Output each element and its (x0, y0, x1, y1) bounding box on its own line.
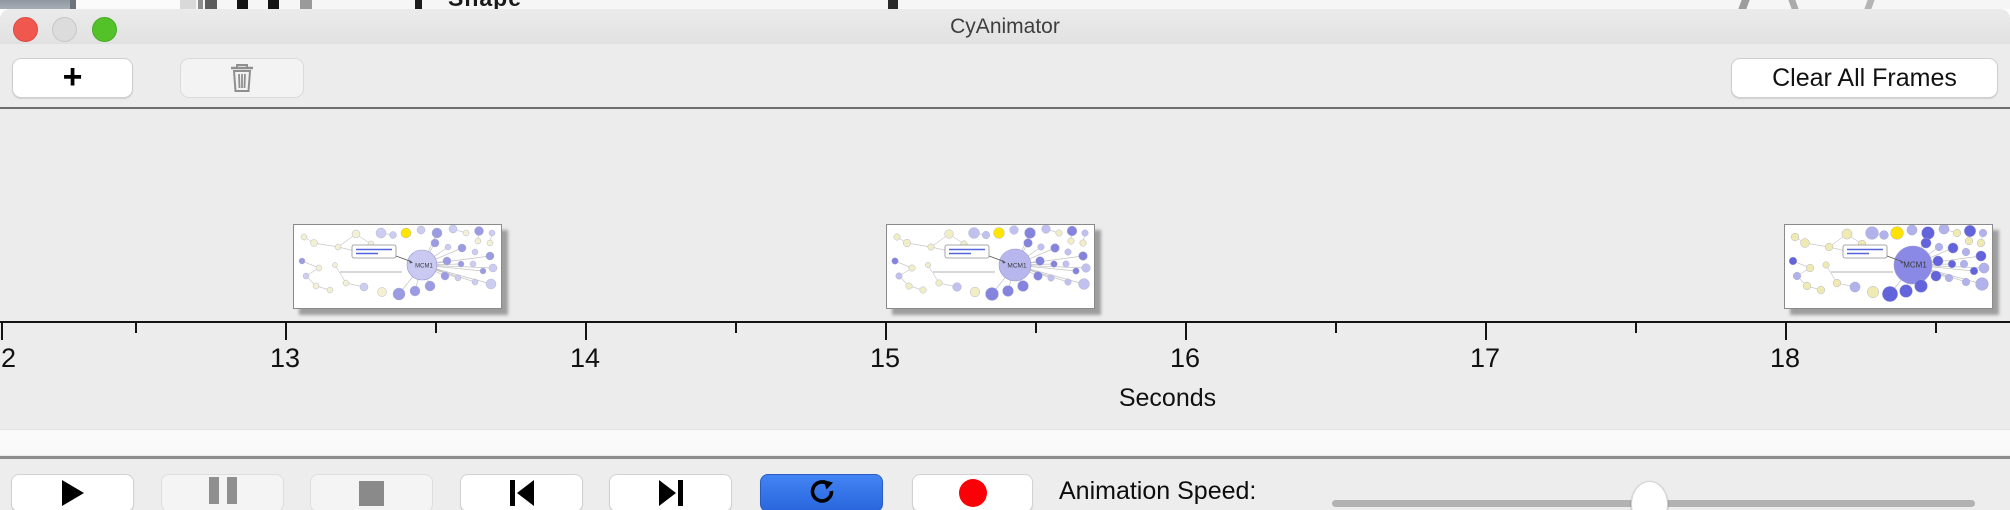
frame-network-preview: MCM1 (1788, 225, 1990, 302)
zoom-button[interactable] (92, 17, 117, 42)
background-window-fragment (888, 0, 898, 9)
axis-tick-label: 16 (1169, 343, 1201, 373)
skip-to-end-button[interactable] (609, 474, 732, 510)
transport-separator (0, 456, 2010, 459)
background-window-fragment (180, 0, 196, 9)
toolbar-separator (0, 107, 2010, 109)
axis-tick-minor (1635, 323, 1637, 333)
animation-speed-label: Animation Speed: (1059, 477, 1257, 505)
axis-tick-label: 13 (269, 343, 301, 373)
hub-node-label: MCM1 (415, 264, 433, 270)
cyanimator-window: CyAnimator + Clear All Frames 2 13 14 15 16 1… (0, 9, 2010, 510)
frame-thumbnail[interactable]: MCM1 (886, 224, 1095, 309)
axis-tick-minor (435, 323, 437, 333)
stop-icon (359, 480, 384, 506)
background-window-fragment (237, 0, 248, 9)
axis-tick-label: 17 (1469, 343, 1501, 373)
axis-tick-major (285, 323, 287, 340)
skip-to-start-button[interactable] (460, 474, 583, 510)
play-icon (61, 480, 84, 506)
axis-tick-minor (135, 323, 137, 333)
timeline-scrollbar-track[interactable] (0, 429, 2010, 455)
background-window-fragment (70, 0, 76, 9)
window-title: CyAnimator (950, 15, 1060, 38)
skip-to-end-icon (658, 480, 683, 506)
record-icon (958, 479, 987, 507)
timeline-axis (0, 321, 2010, 323)
background-window-fragment (198, 0, 203, 9)
background-window-fragment (300, 0, 312, 9)
axis-tick-minor (735, 323, 737, 333)
hub-node-label: MCM1 (1903, 261, 1927, 270)
animation-speed-slider-thumb[interactable] (1631, 481, 1668, 510)
axis-tick-minor (1335, 323, 1337, 333)
background-window-fragment (76, 0, 180, 9)
axis-tick-minor (1035, 323, 1037, 333)
axis-tick-label: 14 (569, 343, 601, 373)
axis-tick-minor (1935, 323, 1937, 333)
clear-all-frames-label: Clear All Frames (1772, 63, 1957, 92)
background-window-fragment (415, 0, 422, 9)
hub-node-label: MCM1 (1007, 263, 1027, 270)
background-window-fragment (205, 0, 217, 9)
loop-icon (810, 480, 833, 503)
axis-tick-major (1185, 323, 1187, 340)
minimize-button[interactable] (52, 17, 77, 42)
axis-tick-major (585, 323, 587, 340)
background-window-fragment (268, 0, 279, 9)
axis-tick-label: 18 (1769, 343, 1801, 373)
axis-tick-major (1785, 323, 1787, 340)
axis-tick-label: 15 (869, 343, 901, 373)
frame-thumbnail[interactable]: MCM1 (293, 224, 502, 309)
play-button[interactable] (11, 474, 134, 510)
clear-all-frames-button[interactable]: Clear All Frames (1731, 58, 1998, 98)
loop-button[interactable] (760, 474, 883, 510)
delete-frame-button[interactable] (180, 58, 304, 98)
trash-icon (231, 64, 253, 92)
background-window-fragment (1788, 0, 1799, 9)
background-window-fragment (1738, 0, 1750, 9)
axis-tick-major (1, 323, 3, 340)
frame-network-preview: MCM1 (891, 225, 1091, 301)
background-window-fragment (0, 0, 70, 9)
frame-network-preview: MCM1 (298, 225, 498, 301)
axis-caption: Seconds (1118, 384, 1217, 412)
axis-tick-major (1485, 323, 1487, 340)
timeline-panel[interactable]: 2 13 14 15 16 17 18 MCM1 MCM1 MCM1 Seconds (0, 109, 2010, 456)
axis-tick-major (885, 323, 887, 340)
skip-to-start-icon (509, 480, 534, 506)
axis-tick-label: 2 (1, 343, 17, 373)
title-bar[interactable]: CyAnimator (0, 9, 2010, 43)
background-window-shape-label-clip: Shape (448, 0, 558, 9)
background-window-shape-label: Shape (448, 0, 558, 9)
transport-bar: Animation Speed: (0, 459, 2010, 510)
close-button[interactable] (13, 17, 38, 42)
background-window-sliver: Shape (0, 0, 2010, 9)
frame-thumbnail[interactable]: MCM1 (1784, 224, 1993, 309)
background-window-fragment (1864, 0, 1875, 9)
add-frame-button[interactable]: + (12, 58, 133, 98)
frame-toolbar: + Clear All Frames (0, 43, 2010, 108)
plus-icon: + (62, 57, 83, 96)
pause-icon (205, 477, 241, 509)
record-button[interactable] (912, 474, 1033, 510)
stop-button[interactable] (310, 474, 433, 510)
pause-button[interactable] (161, 474, 284, 510)
